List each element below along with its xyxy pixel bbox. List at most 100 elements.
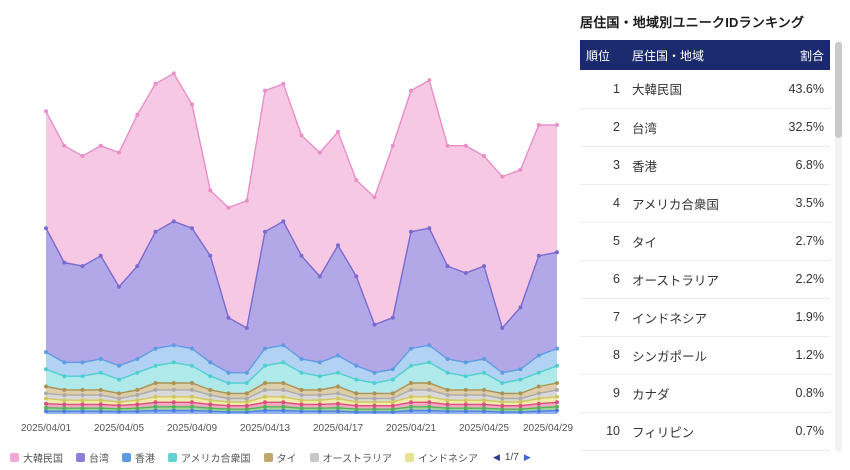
data-point-marker [500, 370, 505, 375]
data-point-marker [44, 401, 48, 406]
data-point-marker [135, 398, 140, 403]
chart-panel: 2025/04/01 2025/04/05 2025/04/09 2025/04/13… [10, 71, 573, 465]
data-point-marker [244, 400, 249, 404]
legend-item[interactable]: 大韓民国 [10, 450, 63, 465]
legend-item-label: 台湾 [89, 454, 109, 465]
data-point-marker [500, 174, 505, 179]
data-point-marker [208, 393, 213, 398]
legend-item[interactable]: インドネシア [405, 450, 478, 465]
data-point-marker [536, 353, 541, 358]
data-point-marker [427, 404, 432, 409]
data-point-marker [299, 409, 304, 414]
rank-cell: 8 [580, 336, 626, 375]
legend-prev-button[interactable]: ◀ [493, 452, 500, 462]
data-point-marker [98, 253, 103, 258]
data-point-marker [536, 123, 541, 127]
data-point-marker [153, 81, 158, 86]
data-point-marker [98, 398, 103, 403]
data-point-marker [409, 88, 413, 93]
data-point-marker [354, 377, 359, 382]
data-point-marker [482, 402, 486, 407]
data-point-marker [226, 407, 231, 412]
data-point-marker [299, 387, 304, 392]
legend-swatch-icon [168, 453, 177, 462]
data-point-marker [336, 405, 340, 410]
data-point-marker [190, 346, 194, 351]
data-point-marker [263, 381, 267, 385]
data-point-marker [153, 363, 158, 368]
data-point-marker [409, 387, 413, 392]
data-point-marker [80, 360, 85, 365]
data-point-marker [372, 370, 377, 375]
rank-cell: 6 [580, 260, 626, 299]
legend-item[interactable]: 台湾 [76, 450, 109, 465]
data-point-marker [354, 400, 359, 404]
data-point-marker [171, 343, 176, 348]
data-point-marker [80, 154, 85, 158]
data-point-marker [536, 396, 541, 401]
data-point-marker [244, 403, 249, 408]
data-point-marker [117, 406, 121, 411]
data-point-marker [135, 402, 140, 407]
data-point-marker [317, 150, 322, 155]
data-point-marker [536, 253, 541, 258]
legend-pagination: ◀ 1/7 ▶ [493, 452, 531, 463]
data-point-marker [372, 403, 377, 408]
data-point-marker [445, 398, 450, 403]
data-point-marker [390, 396, 395, 401]
legend-item[interactable]: 香港 [122, 450, 155, 465]
legend-item-label: オーストラリア [322, 454, 393, 465]
data-point-marker [208, 387, 213, 392]
data-point-marker [409, 229, 413, 234]
legend-item[interactable]: タイ [263, 450, 297, 465]
data-point-marker [62, 360, 67, 365]
data-point-marker [117, 391, 121, 396]
data-point-marker [372, 391, 377, 396]
data-point-marker [336, 409, 340, 414]
scrollbar-thumb[interactable] [835, 42, 842, 138]
data-point-marker [427, 394, 432, 399]
region-cell: オーストラリア [626, 260, 768, 299]
data-point-marker [336, 396, 340, 401]
table-row: 7 インドネシア 1.9% [580, 298, 830, 337]
data-point-marker [317, 387, 322, 392]
data-point-marker [390, 400, 395, 404]
data-point-marker [518, 407, 523, 412]
data-point-marker [135, 370, 140, 375]
legend-item[interactable]: アメリカ合衆国 [168, 450, 251, 465]
data-point-marker [62, 398, 67, 403]
data-point-marker [62, 143, 67, 148]
data-point-marker [44, 109, 48, 114]
data-point-marker [226, 391, 231, 396]
data-point-marker [190, 387, 194, 392]
region-cell: 台湾 [626, 108, 768, 147]
data-point-marker [62, 402, 67, 407]
data-point-marker [226, 403, 231, 408]
data-point-marker [463, 374, 468, 379]
data-point-marker [372, 396, 377, 401]
legend-item[interactable]: オーストラリア [309, 450, 393, 465]
data-point-marker [555, 363, 559, 368]
data-point-marker [555, 394, 559, 399]
rank-cell: 7 [580, 298, 626, 337]
data-point-marker [336, 243, 340, 248]
data-point-marker [500, 391, 505, 396]
data-point-marker [80, 398, 85, 403]
data-point-marker [153, 404, 158, 409]
data-point-marker [390, 367, 395, 372]
legend-next-button[interactable]: ▶ [523, 452, 531, 462]
data-point-marker [390, 143, 395, 148]
area-band [46, 362, 557, 394]
data-point-marker [117, 400, 121, 404]
legend-item-label: アメリカ合衆国 [181, 454, 251, 465]
data-point-marker [263, 88, 267, 93]
data-point-marker [226, 370, 231, 375]
data-point-marker [482, 406, 486, 411]
data-point-marker [135, 264, 140, 269]
legend-swatch-icon [309, 453, 319, 462]
stacked-area-chart: 2025/04/01 2025/04/05 2025/04/09 2025/04/13… [21, 71, 573, 434]
data-point-marker [44, 226, 48, 231]
scrollbar[interactable] [835, 40, 842, 452]
chart-legend-items: 大韓民国 台湾 香港 アメリカ合衆国 タイ オーストラリア インドネシア [10, 450, 478, 465]
data-point-marker [62, 387, 67, 392]
